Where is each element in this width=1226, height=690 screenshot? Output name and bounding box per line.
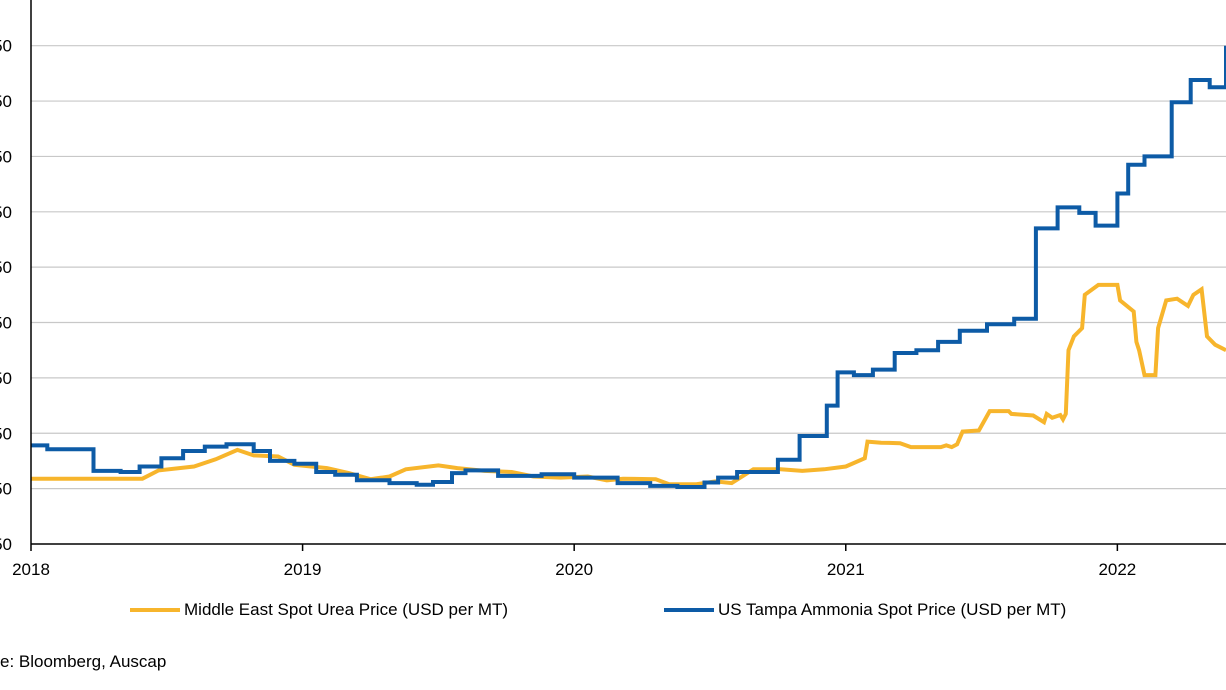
legend-label-ammonia: US Tampa Ammonia Spot Price (USD per MT) [718,600,1067,619]
axes [30,0,1226,551]
source-note: e: Bloomberg, Auscap [0,652,167,671]
x-tick-label-2019: 2019 [284,560,322,579]
x-tick-label-2018: 2018 [12,560,50,579]
y-tick-label-750: 750 [0,147,12,166]
legend: Middle East Spot Urea Price (USD per MT)… [0,600,1226,628]
y-tick-label-150: 150 [0,480,12,499]
line-chart: 501502503504505506507508509501050 201820… [0,0,1226,579]
legend-swatch-ammonia [664,608,714,612]
legend-item-urea: Middle East Spot Urea Price (USD per MT) [130,600,508,620]
x-axis-tick-labels: 2018 2019 2020 2021 2022 [12,560,1136,579]
legend-item-ammonia: US Tampa Ammonia Spot Price (USD per MT) [664,600,1066,620]
y-tick-label-850: 850 [0,92,12,111]
x-tick-label-2021: 2021 [827,560,865,579]
y-tick-label-550: 550 [0,258,12,277]
y-tick-label-450: 450 [0,314,12,333]
x-tick-label-2020: 2020 [555,560,593,579]
y-tick-label-650: 650 [0,203,12,222]
y-tick-label-950: 950 [0,37,12,56]
gridlines [31,45,1226,490]
y-tick-label-250: 250 [0,424,12,443]
series-line-ammonia [31,45,1226,489]
legend-label-urea: Middle East Spot Urea Price (USD per MT) [184,600,509,619]
y-tick-label-50: 50 [0,535,12,554]
x-tick-label-2022: 2022 [1098,560,1136,579]
legend-swatch-urea [130,608,180,612]
y-axis-tick-labels: 501502503504505506507508509501050 [0,0,12,554]
series-lines [31,45,1226,489]
series-line-urea [31,282,1226,487]
y-tick-label-350: 350 [0,369,12,388]
